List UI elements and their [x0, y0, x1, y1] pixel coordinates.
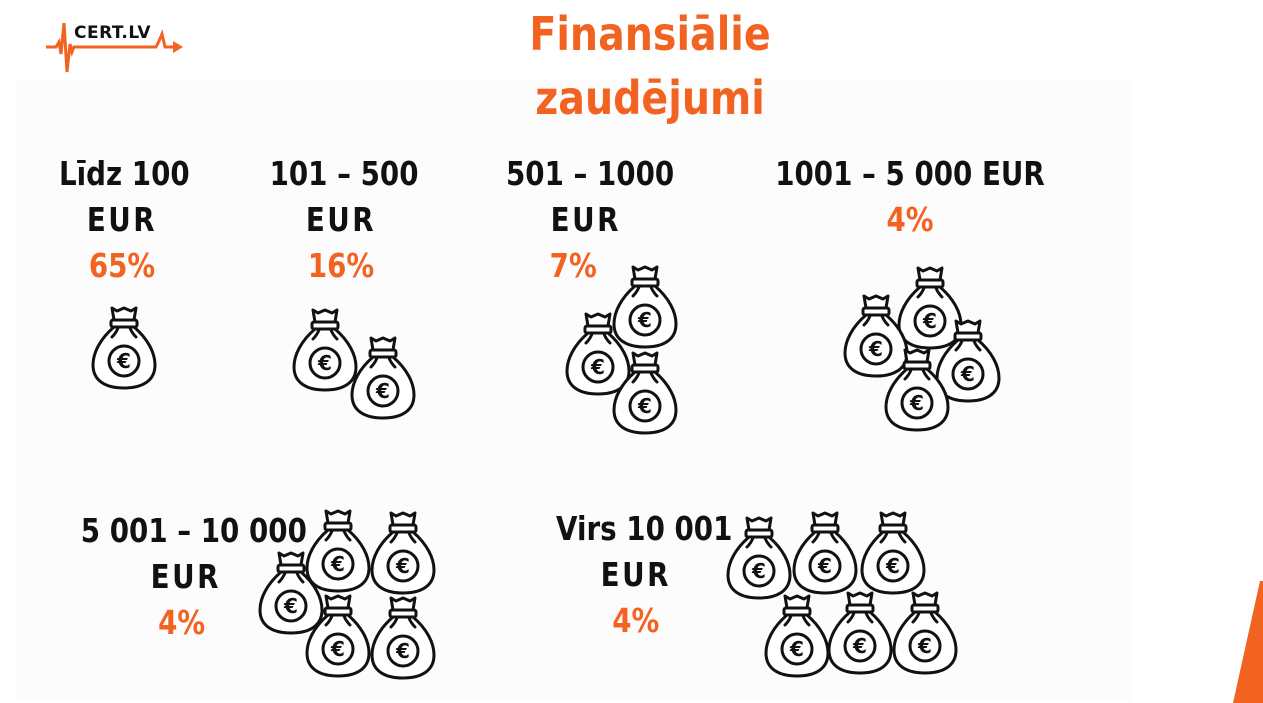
percent-value: 4% — [612, 601, 660, 640]
logo-text: CERT.LV — [74, 23, 152, 43]
range-label: 501 – 1000 — [506, 154, 675, 193]
euro-money-bag-icon — [891, 590, 959, 676]
percent-value: 7% — [549, 246, 597, 285]
category-over-10001: Virs 10 001 EUR 4% — [556, 506, 733, 644]
range-label: Virs 10 001 — [556, 509, 733, 548]
euro-money-bag-icon — [349, 335, 417, 421]
euro-money-bag-icon — [304, 593, 372, 679]
heartbeat-line-icon — [46, 22, 183, 73]
euro-money-bag-icon — [90, 305, 158, 391]
euro-money-bag-icon — [369, 595, 437, 681]
euro-money-bag-icon — [369, 510, 437, 596]
range-label: 1001 – 5 000 EUR — [775, 154, 1045, 193]
currency-label: EUR — [150, 557, 221, 596]
euro-money-bag-icon — [763, 593, 831, 679]
page-title: Finansiālie zaudējumi — [529, 7, 771, 125]
euro-money-bag-icon — [611, 350, 679, 436]
euro-money-bag-icon — [826, 590, 894, 676]
category-1001-5000: 1001 – 5 000 EUR 4% — [767, 151, 1053, 243]
currency-label: EUR — [600, 555, 671, 594]
percent-value: 16% — [307, 246, 375, 285]
euro-money-bag-icon — [725, 515, 793, 601]
cert-lv-logo: CERT.LV — [40, 14, 190, 78]
euro-money-bag-icon — [883, 347, 951, 433]
currency-label: EUR — [550, 200, 621, 239]
percent-value: 4% — [886, 200, 934, 239]
range-label: 101 – 500 — [269, 154, 419, 193]
category-501-1000: 501 – 1000 EUR 7% — [506, 151, 674, 289]
percent-value: 65% — [88, 246, 156, 285]
decorative-accent-shape — [1233, 581, 1263, 703]
category-until-100: Līdz 100 EUR 65% — [59, 151, 190, 289]
currency-label: EUR — [86, 200, 158, 239]
category-5001-10000: 5 001 – 10 000 EUR 4% — [80, 508, 307, 646]
euro-money-bag-icon — [859, 510, 927, 596]
range-label: Līdz 100 — [59, 154, 190, 193]
euro-money-bag-icon — [791, 510, 859, 596]
range-label: 5 001 – 10 000 — [80, 511, 307, 550]
category-101-500: 101 – 500 EUR 16% — [269, 151, 419, 289]
percent-value: 4% — [158, 603, 206, 642]
currency-label: EUR — [305, 200, 377, 239]
